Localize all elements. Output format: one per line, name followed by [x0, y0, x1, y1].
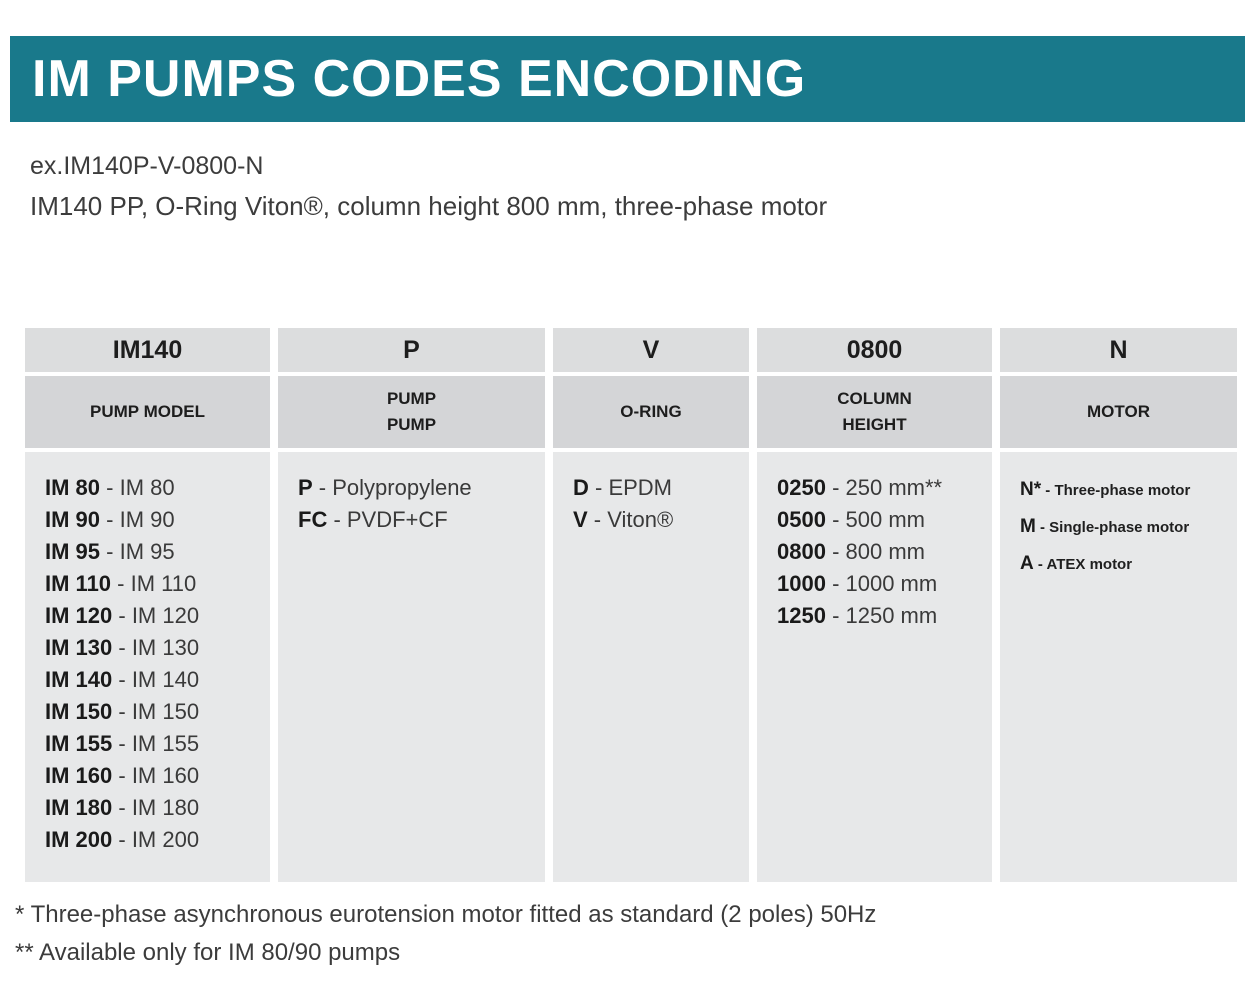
code-item: IM 130 - IM 130	[45, 635, 200, 660]
page-title: IM PUMPS CODES ENCODING	[32, 50, 807, 108]
column-column-height: 0800 COLUMN HEIGHT 0250 - 250 mm** 0500 - 5…	[757, 328, 992, 882]
code-item: 0800 - 800 mm	[777, 539, 925, 564]
code-item: IM 200 - IM 200	[45, 827, 200, 852]
code-item: IM 150 - IM 150	[45, 699, 200, 724]
column-motor: N MOTOR N* - Three-phase motor M - Single-p…	[1000, 328, 1237, 882]
code-item: IM 110 - IM 110	[45, 571, 197, 596]
column-code-column-height: 0800	[757, 328, 992, 372]
code-item: 0500 - 500 mm	[777, 507, 925, 532]
code-item: FC - PVDF+CF	[298, 507, 448, 532]
code-item: IM 80 - IM 80	[45, 475, 175, 500]
column-code-motor: N	[1000, 328, 1237, 372]
footnote-three-phase: * Three-phase asynchronous eurotension m…	[15, 901, 877, 928]
column-pump-body: P PUMP PUMP P - Polypropylene FC - PVDF+CF	[278, 328, 545, 882]
code-item: D - EPDM	[573, 475, 673, 500]
code-item: IM 90 - IM 90	[45, 507, 175, 532]
code-item: 1000 - 1000 mm	[777, 571, 938, 596]
column-items-column-height: 0250 - 250 mm** 0500 - 500 mm 0800 - 800 m…	[757, 452, 992, 882]
column-items-motor: N* - Three-phase motor M - Single-phase m…	[1000, 452, 1237, 882]
column-code-pump-body: P	[278, 328, 545, 372]
code-item: IM 160 - IM 160	[45, 763, 200, 788]
code-item: IM 140 - IM 140	[45, 667, 200, 692]
code-item: IM 155 - IM 155	[45, 731, 200, 756]
code-item: IM 120 - IM 120	[45, 603, 200, 628]
footnotes: * Three-phase asynchronous eurotension m…	[15, 896, 876, 972]
example-code: ex.IM140P-V-0800-N	[30, 152, 264, 180]
title-banner: IM PUMPS CODES ENCODING	[10, 36, 1245, 122]
code-item: M - Single-phase motor	[1020, 516, 1190, 537]
column-code-o-ring: V	[553, 328, 749, 372]
encoding-table: IM140 PUMP MODEL IM 80 - IM 80 IM 90 - IM 9…	[25, 328, 1237, 882]
code-item: P - Polypropylene	[298, 475, 472, 500]
example-block: ex.IM140P-V-0800-N IM140 PP, O-Ring Vito…	[30, 152, 827, 222]
code-item: V - Viton®	[573, 507, 674, 532]
column-label-motor: MOTOR	[1000, 376, 1237, 448]
column-items-pump-body: P - Polypropylene FC - PVDF+CF	[278, 452, 545, 882]
column-items-o-ring: D - EPDM V - Viton®	[553, 452, 749, 882]
code-item: 0250 - 250 mm**	[777, 475, 943, 500]
column-label-pump-body: PUMP PUMP	[278, 376, 545, 448]
column-label-o-ring: O-RING	[553, 376, 749, 448]
code-item: N* - Three-phase motor	[1020, 479, 1191, 500]
code-item: IM 95 - IM 95	[45, 539, 175, 564]
column-label-pump-model: PUMP MODEL	[25, 376, 270, 448]
code-item: IM 180 - IM 180	[45, 795, 200, 820]
column-label-column-height: COLUMN HEIGHT	[757, 376, 992, 448]
column-o-ring: V O-RING D - EPDM V - Viton®	[553, 328, 749, 882]
column-code-pump-model: IM140	[25, 328, 270, 372]
example-description: IM140 PP, O-Ring Viton®, column height 8…	[30, 191, 828, 221]
column-items-pump-model: IM 80 - IM 80 IM 90 - IM 90 IM 95 - IM 95 I…	[25, 452, 270, 882]
column-pump-model: IM140 PUMP MODEL IM 80 - IM 80 IM 90 - IM 9…	[25, 328, 270, 882]
code-item: 1250 - 1250 mm	[777, 603, 938, 628]
code-item: A - ATEX motor	[1020, 553, 1133, 574]
footnote-availability: ** Available only for IM 80/90 pumps	[15, 939, 401, 966]
